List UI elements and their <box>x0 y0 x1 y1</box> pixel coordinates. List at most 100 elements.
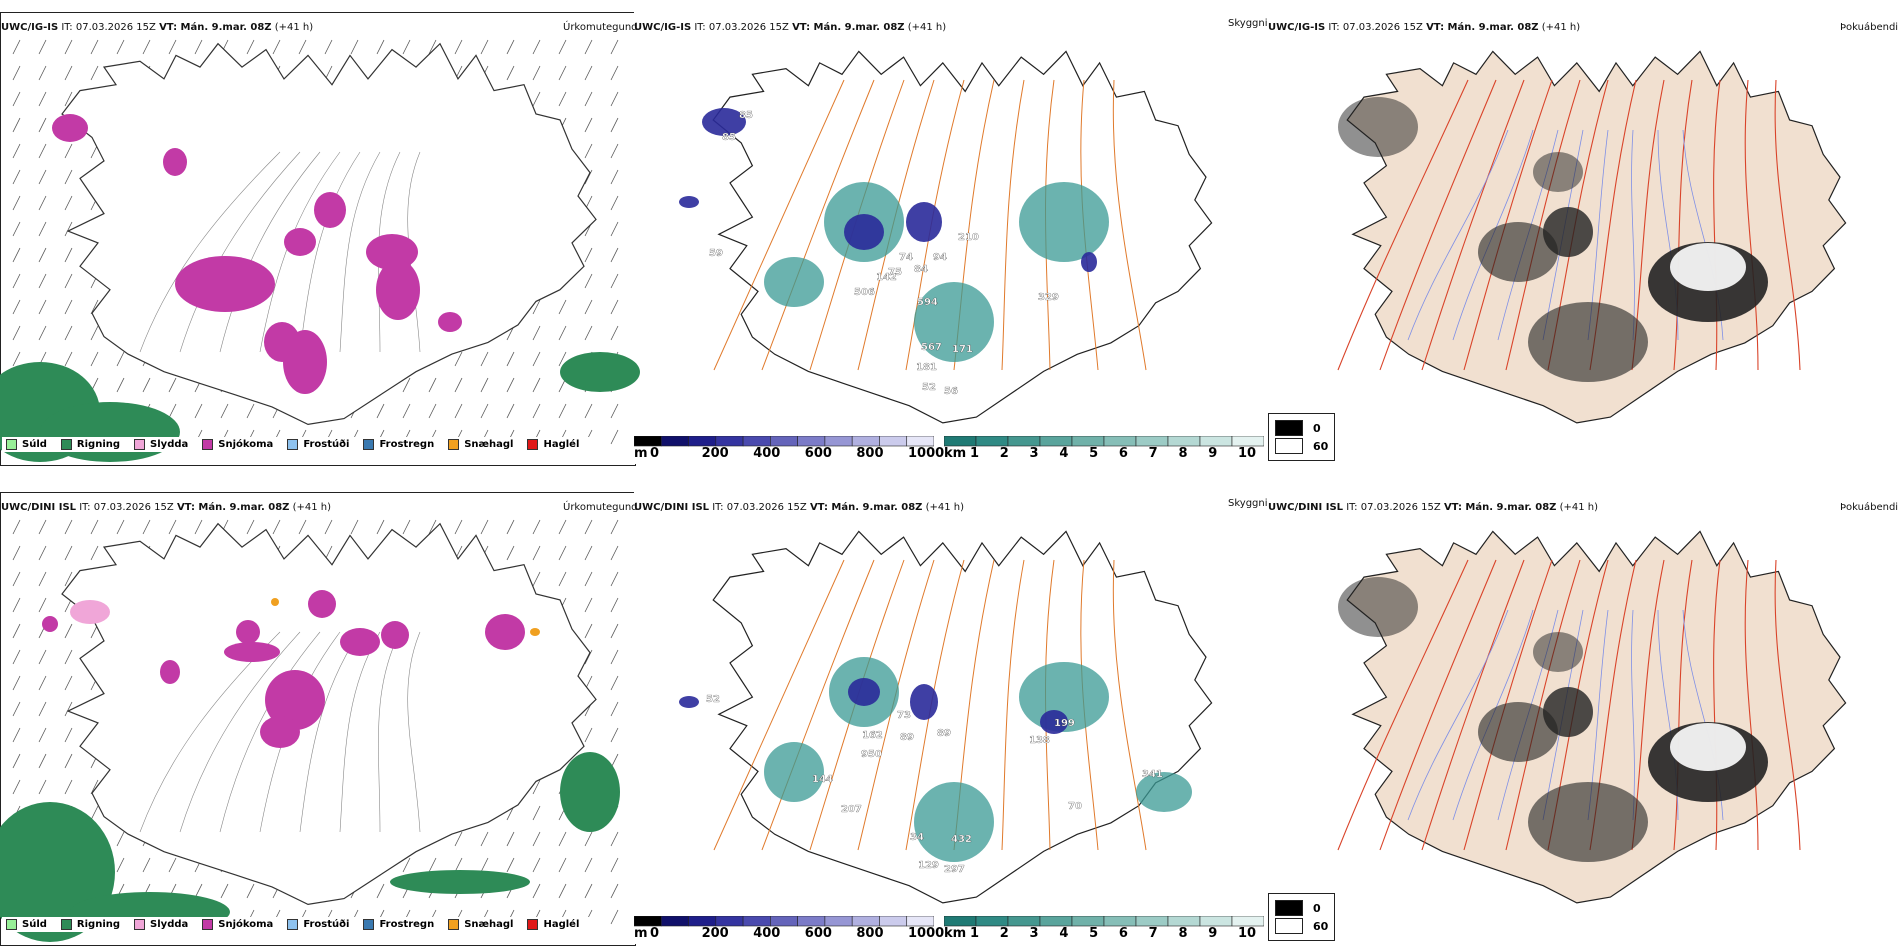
wind-barb <box>584 571 593 587</box>
legend-label: Rigning <box>76 919 121 930</box>
wind-barb <box>558 91 567 107</box>
road-line <box>1337 559 1469 851</box>
road-line <box>219 631 321 833</box>
visibility-colorbar-bottom <box>944 916 1264 927</box>
wind-barb <box>610 623 619 639</box>
wind-barb <box>64 701 73 717</box>
colorbar-tick: 1000 <box>908 446 945 461</box>
legend-label: Haglél <box>543 439 580 450</box>
wind-barb <box>610 403 619 419</box>
wind-barb <box>610 195 619 211</box>
fog-area <box>1338 577 1418 637</box>
wind-barb <box>584 299 593 315</box>
wind-barb <box>532 883 541 899</box>
wind-barb <box>610 883 619 899</box>
wind-barb <box>246 519 255 535</box>
legend-item: Snæhagl <box>448 919 513 930</box>
wind-barb <box>532 857 541 873</box>
wind-barb <box>142 519 151 535</box>
colorbar-tick: 3 <box>1029 446 1039 461</box>
glacier-area <box>1670 723 1746 771</box>
colorbar-segment <box>1039 916 1073 927</box>
colorbar-tick: 4 <box>1059 446 1069 461</box>
colorbar-tick: 5 <box>1089 446 1099 461</box>
wind-barb <box>584 519 593 535</box>
legend-item: Rigning <box>60 439 120 450</box>
road-line <box>179 631 301 833</box>
road-line <box>1379 79 1497 371</box>
fog-area <box>1478 702 1558 762</box>
wind-barb <box>480 39 489 55</box>
wind-barb <box>246 39 255 55</box>
colorbar-tick: 3 <box>1029 926 1039 941</box>
coastline <box>712 50 1213 424</box>
cloud-map-bottom: 52 73 162 89 89 950 144 207 199 138 341 70 34 432 129 2… <box>679 530 1213 904</box>
snow-area <box>308 590 336 618</box>
snow-area <box>52 114 88 142</box>
wind-barb <box>272 39 281 55</box>
cloud-base-label: 207 <box>841 804 862 815</box>
snow-area <box>160 660 180 684</box>
wind-barb <box>90 519 99 535</box>
precip-title-bottom: Úrkomutegund <box>563 502 638 513</box>
road-line <box>1379 559 1497 851</box>
wind-barb <box>246 883 255 899</box>
legend-swatch <box>363 439 375 450</box>
wind-barb <box>12 91 21 107</box>
legend-label: Frostregn <box>379 919 435 930</box>
wind-barb <box>584 403 593 419</box>
cloud-base-label: 142 <box>876 272 897 283</box>
wind-barb <box>12 701 21 717</box>
fog-legend-row: 0 <box>1275 900 1328 916</box>
colorbar-segment <box>742 916 771 927</box>
wind-barb <box>64 169 73 185</box>
wind-barb <box>142 857 151 873</box>
cloud-base-label: 171 <box>952 344 973 355</box>
colorbar-segment <box>975 916 1009 927</box>
colorbar-segment <box>1103 916 1137 927</box>
cloud-base-area <box>910 684 938 720</box>
cloud-base-label: 594 <box>917 297 938 308</box>
wind-barb <box>376 519 385 535</box>
snow-area <box>366 234 418 270</box>
wind-barb <box>532 831 541 847</box>
road-line <box>1744 559 1759 851</box>
cloud-base-label: 297 <box>944 864 965 875</box>
wind-barb <box>610 429 619 445</box>
wind-barb <box>402 403 411 419</box>
wind-barb <box>12 221 21 237</box>
wind-barb <box>584 91 593 107</box>
visibility-colorbar-top <box>944 436 1264 447</box>
wind-barb <box>38 597 47 613</box>
cloud-base-label: 75 <box>888 267 902 278</box>
wind-barb <box>558 65 567 81</box>
visibility-area <box>1019 662 1109 732</box>
cloud-base-label: 432 <box>951 834 972 845</box>
wind-barb <box>610 65 619 81</box>
wind-barb <box>38 299 47 315</box>
snow-area <box>283 330 327 394</box>
legend-item: Haglél <box>527 919 579 930</box>
wind-barb <box>532 351 541 367</box>
colorbar-tick: 600 <box>804 446 832 461</box>
road-line <box>1774 79 1801 371</box>
precip-title-top: Úrkomutegund <box>563 22 638 33</box>
colorbar-segment <box>824 436 853 447</box>
wind-barb <box>610 169 619 185</box>
wind-barb <box>558 325 567 341</box>
wind-barb <box>12 39 21 55</box>
wind-barb <box>584 649 593 665</box>
wind-barb <box>610 247 619 263</box>
cloud-base-label: 181 <box>916 362 937 373</box>
road-line <box>1713 79 1721 371</box>
road-line <box>1112 79 1147 371</box>
wind-barb <box>116 519 125 535</box>
fog-legend-row: 0 <box>1275 420 1328 436</box>
visibility-area <box>914 282 994 362</box>
snow-area <box>314 192 346 228</box>
wind-barb <box>298 39 307 55</box>
colorbar-tick: 6 <box>1118 926 1128 941</box>
road-line <box>1673 79 1693 371</box>
snow-area <box>485 614 525 650</box>
wind-barb <box>12 195 21 211</box>
